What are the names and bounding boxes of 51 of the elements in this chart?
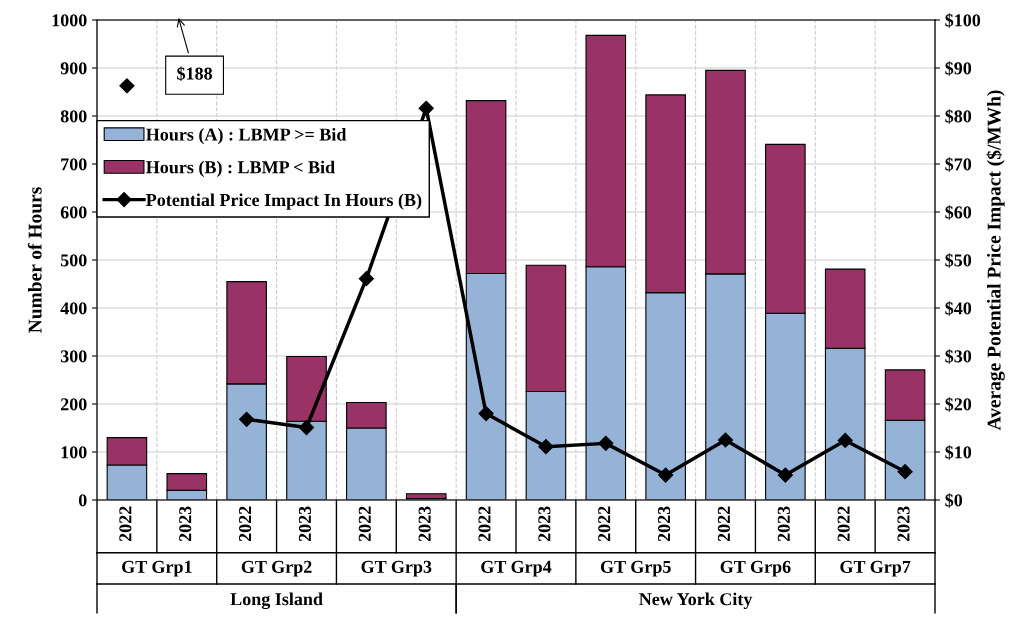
y2-tick-label: $80: [945, 109, 972, 124]
x-tick-label: 2022: [717, 506, 731, 542]
y2-tick-label: $50: [945, 253, 972, 268]
y2-tick-label: $90: [945, 61, 972, 76]
legend-label: Potential Price Impact In Hours (B): [146, 193, 422, 210]
y-tick-label: 900: [60, 62, 87, 75]
y-tick-label: 0: [78, 494, 87, 507]
x-tick-label: 2023: [179, 506, 192, 542]
text: New York City: [639, 592, 753, 610]
text: Long Island: [230, 592, 323, 610]
x-tick-label: 2023: [298, 506, 312, 542]
text: GT Grp5: [600, 560, 671, 577]
y2-axis-title: Average Potential Price Impact ($/MWh): [986, 90, 1005, 431]
x-tick-label: 2023: [657, 506, 671, 542]
annotation: $188: [177, 66, 213, 81]
y-tick-label: 600: [60, 206, 87, 219]
y-tick-label: 500: [60, 254, 87, 267]
legend-label: Hours (A) : LBMP >= Bid: [146, 127, 347, 145]
x-tick-label: 2022: [478, 506, 491, 542]
y-tick-label: 300: [60, 350, 87, 363]
y-tick-label: 1000: [52, 14, 87, 27]
y2-tick-label: $30: [945, 349, 972, 364]
text: GT Grp4: [481, 560, 552, 577]
y2-tick-label: $70: [945, 157, 972, 172]
y-tick-label: 700: [61, 158, 87, 171]
x-tick-label: 2022: [837, 506, 850, 542]
y-tick-label: 200: [60, 398, 87, 411]
y-tick-label: 100: [61, 446, 87, 459]
y2-tick-label: $10: [945, 445, 972, 460]
y2-tick-label: $60: [945, 205, 972, 220]
y-axis-title: Number of Hours: [27, 187, 42, 333]
x-tick-label: 2022: [119, 506, 132, 542]
text: GT Grp2: [241, 560, 312, 577]
legend-label: Hours (B) : LBMP < Bid: [146, 160, 335, 178]
x-tick-label: 2023: [538, 506, 551, 542]
x-tick-label: 2022: [598, 506, 611, 542]
text: GT Grp6: [720, 560, 791, 577]
y2-tick-label: $40: [945, 301, 972, 316]
x-tick-label: 2023: [897, 506, 910, 542]
text: GT Grp7: [840, 560, 911, 577]
y2-tick-label: $100: [945, 13, 981, 28]
x-tick-label: 2022: [358, 506, 371, 542]
text: GT Grp1: [122, 560, 192, 577]
x-tick-label: 2023: [777, 506, 790, 542]
y2-tick-label: $20: [945, 397, 972, 412]
y-tick-label: 400: [60, 302, 87, 315]
y-tick-label: 800: [60, 110, 87, 123]
x-tick-label: 2023: [418, 506, 431, 542]
x-tick-label: 2022: [238, 506, 252, 542]
text: GT Grp3: [361, 560, 432, 577]
y2-tick-label: $0: [945, 493, 963, 508]
